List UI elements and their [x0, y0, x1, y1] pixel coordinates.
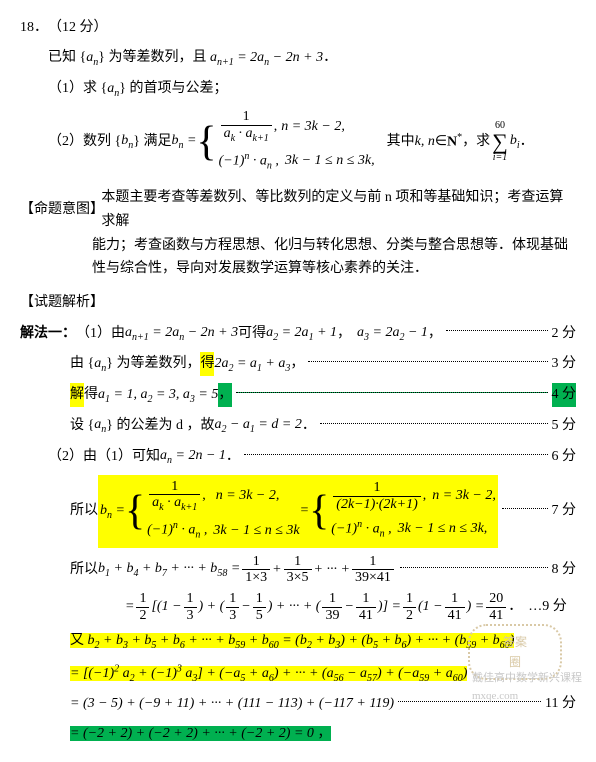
cases-brace: { 1ak · ak+1 , n = 3k − 2, (−1)n · an , … — [196, 107, 374, 176]
analysis-label: 【试题解析】 — [20, 291, 576, 315]
sol-step-7: 所以 b1 + b4 + b7 + ··· + b58 = 11×3 + 13×… — [70, 554, 576, 586]
sol-step-12: = (−2 + 2) + (−2 + 2) + ··· + (−2 + 2) =… — [70, 722, 576, 746]
highlight-yellow: 得 — [200, 352, 214, 376]
highlight-green-score: 4 分 — [552, 383, 577, 407]
sol-step-1: 解法一： （1）由 an+1 = 2an − 2n + 3 可得 a2 = 2a… — [20, 321, 576, 346]
intent-line1: 本题主要考查等差数列、等比数列的定义与前 n 项和等基础知识；考查运算求解 — [101, 186, 576, 234]
highlight-green-leader — [236, 392, 547, 393]
intent-block: 【命题意图】 本题主要考查等差数列、等比数列的定义与前 n 项和等基础知识；考查… — [20, 186, 576, 281]
highlight-yellow: bn = { 1ak · ak+1, n = 3k − 2, (−1)n · a… — [98, 475, 498, 548]
sol-step-10: = [(−1)2 a2 + (−1)3 a3] + (−a5 + a6) + ·… — [70, 660, 576, 686]
sol-step-4: 设 {an} 的公差为 d ，故 a2 − a1 = d = 2． 5 分 — [70, 413, 576, 438]
sol-step-11: = (3 − 5) + (−9 + 11) + ··· + (111 − 113… — [70, 692, 576, 716]
sol-step-3: 解 得 a1 = 1, a2 = 3, a3 = 5 ， 4 分 — [70, 383, 576, 408]
sol-step-5: （2）由（1）可知 an = 2n − 1． 6 分 — [48, 444, 576, 469]
problem-points: （12 分） — [48, 16, 108, 40]
summation: 60 ∑ i=1 — [492, 121, 508, 163]
problem-header: 18． （12 分） — [20, 16, 576, 40]
highlight-yellow: = [(−1)2 a2 + (−1)3 a3] + (−a5 + a6) + ·… — [70, 666, 467, 681]
problem-given: 已知 {an} 为等差数列，且 an+1 = 2an − 2n + 3． — [48, 46, 576, 71]
highlight-yellow: 又 b2 + b3 + b5 + b6 + ··· + b59 + b60 = … — [70, 633, 514, 648]
highlight-green: = (−2 + 2) + (−2 + 2) + ··· + (−2 + 2) =… — [70, 726, 331, 741]
question-2: （2）数列 {bn} 满足 bn = { 1ak · ak+1 , n = 3k… — [48, 107, 576, 176]
sol-step-9: 又 b2 + b3 + b5 + b6 + ··· + b59 + b60 = … — [70, 629, 576, 654]
intent-label: 【命题意图】 — [20, 198, 101, 222]
problem-number: 18． — [20, 16, 48, 40]
question-1: （1）求 {an} 的首项与公差； — [48, 77, 576, 102]
sol-step-8: = 12 [(1 − 13) + (13 − 15) + ··· + (139 … — [125, 591, 576, 623]
highlight-yellow: 解 — [70, 383, 84, 407]
sol-step-6: 所以 bn = { 1ak · ak+1, n = 3k − 2, (−1)n … — [70, 475, 576, 548]
intent-line2: 能力；考查函数与方程思想、化归与转化思想、分类与整合思想等．体现基础 — [92, 234, 576, 258]
sol-step-2: 由 {an} 为等差数列， 得 2a2 = a1 + a3 ， 3 分 — [70, 352, 576, 377]
highlight-green: ， — [218, 383, 232, 407]
intent-line3: 性与综合性，导向对发展数学运算等核心素养的关注． — [92, 257, 576, 281]
